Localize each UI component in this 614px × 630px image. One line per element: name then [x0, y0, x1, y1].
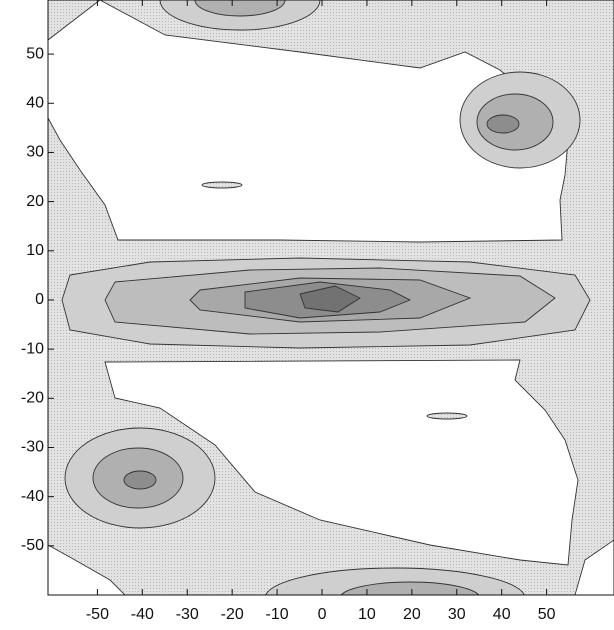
y-tick-label: -20	[21, 390, 44, 407]
contour-region	[194, 0, 286, 17]
y-tick-label: 40	[26, 94, 44, 111]
x-tick-label: 30	[448, 606, 466, 623]
y-tick-label: 20	[26, 193, 44, 210]
contour-region	[486, 114, 520, 134]
y-tick-label: -30	[21, 439, 44, 456]
plot-frame	[47, 0, 614, 596]
contour-region	[48, 0, 569, 243]
x-tick-label: 0	[318, 606, 327, 623]
y-tick-label: 50	[26, 45, 44, 62]
y-tick-label: -50	[21, 537, 44, 554]
contour-region	[48, 544, 126, 595]
contour-map	[48, 0, 614, 595]
contour-region	[340, 581, 480, 595]
y-tick-label: 30	[26, 144, 44, 161]
contour-region	[201, 181, 243, 189]
x-tick-label: -20	[221, 606, 244, 623]
contour-region	[299, 285, 361, 313]
x-tick-label: -30	[176, 606, 199, 623]
x-tick-label: 20	[403, 606, 421, 623]
x-tick-label: 10	[358, 606, 376, 623]
x-tick-label: -40	[131, 606, 154, 623]
y-tick-label: -40	[21, 488, 44, 505]
contour-region	[265, 567, 525, 595]
contour-region	[426, 412, 468, 420]
x-tick-label: -10	[266, 606, 289, 623]
contour-region	[48, 0, 101, 41]
y-tick-label: 10	[26, 242, 44, 259]
contour-region	[574, 539, 614, 595]
contour-region	[104, 359, 579, 566]
x-tick-label: 40	[493, 606, 511, 623]
contour-region	[123, 470, 157, 490]
y-tick-label: 0	[35, 291, 44, 308]
y-tick-label: -10	[21, 340, 44, 357]
x-tick-label: -50	[86, 606, 109, 623]
x-tick-label: 50	[538, 606, 556, 623]
